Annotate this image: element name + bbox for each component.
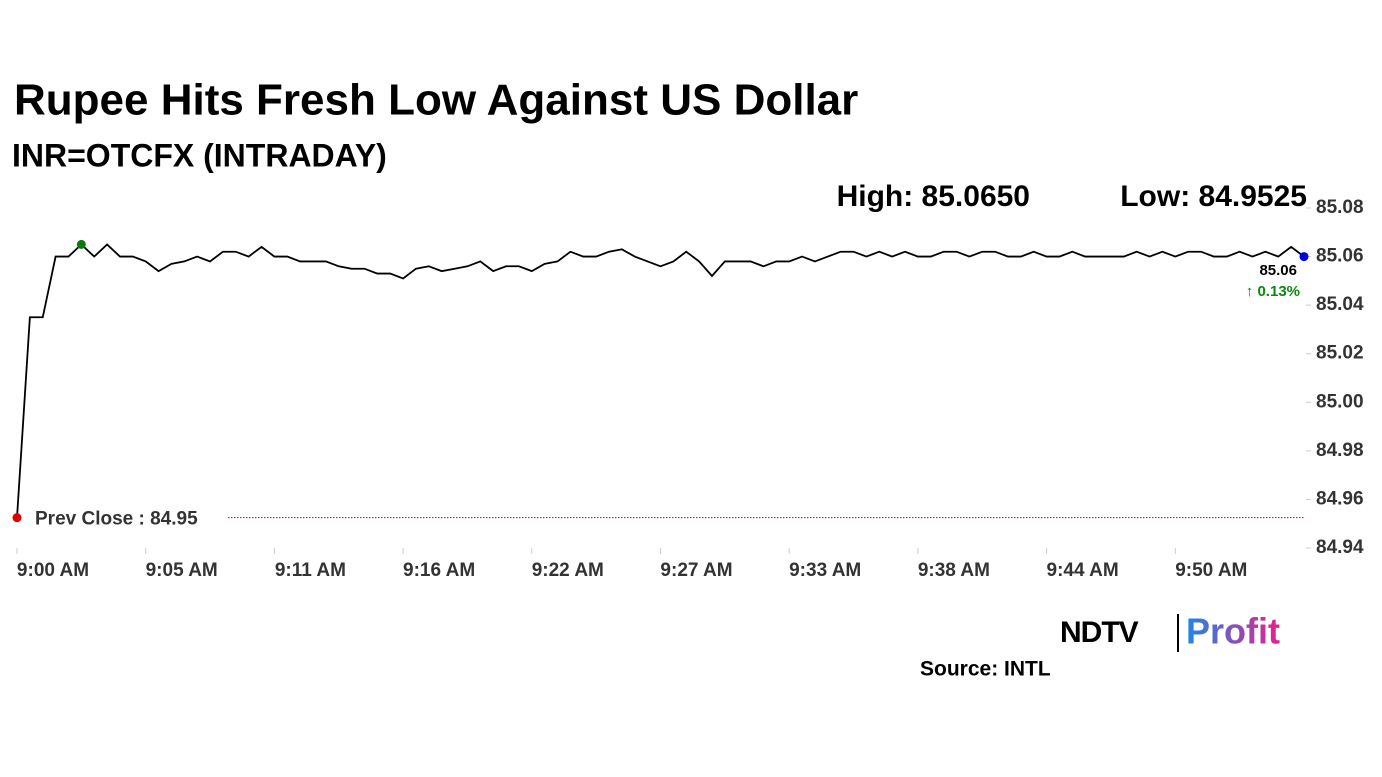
- source: Source: INTL: [920, 658, 1051, 681]
- high-dot: [76, 239, 86, 249]
- y-tick-label: 84.98: [1316, 440, 1364, 461]
- last-value-label: 85.06: [1259, 262, 1297, 279]
- x-tick-label: 9:50 AM: [1175, 560, 1247, 581]
- x-tick-label: 9:05 AM: [146, 560, 218, 581]
- x-tick-label: 9:44 AM: [1047, 560, 1119, 581]
- chart-title: Rupee Hits Fresh Low Against US Dollar: [14, 76, 858, 125]
- start-dot: [12, 513, 22, 523]
- high-label: High: 85.0650: [837, 180, 1030, 213]
- low-label: Low: 84.9525: [1120, 180, 1307, 213]
- chart-subtitle: INR=OTCFX (INTRADAY): [12, 137, 387, 173]
- end-dot: [1299, 252, 1309, 262]
- logo-profit: Profit: [1186, 611, 1280, 652]
- logo-ndtv: NDTV: [1060, 616, 1139, 649]
- y-tick-label: 84.96: [1316, 488, 1364, 509]
- x-tick-label: 9:00 AM: [17, 560, 89, 581]
- x-tick-label: 9:27 AM: [660, 560, 732, 581]
- price-line: [16, 243, 1305, 518]
- y-tick-label: 85.06: [1316, 246, 1364, 267]
- x-tick-label: 9:11 AM: [275, 560, 346, 581]
- x-tick-label: 9:22 AM: [532, 560, 604, 581]
- y-tick-label: 84.94: [1316, 537, 1364, 558]
- y-tick-label: 85.04: [1316, 294, 1364, 315]
- x-tick-label: 9:16 AM: [403, 560, 475, 581]
- x-tick-label: 9:38 AM: [918, 560, 990, 581]
- y-tick-label: 85.00: [1316, 391, 1364, 412]
- y-tick-label: 85.08: [1316, 197, 1364, 218]
- change-label: ↑ 0.13%: [1246, 283, 1300, 300]
- prev-close-label: Prev Close : 84.95: [35, 509, 198, 530]
- y-tick-label: 85.02: [1316, 343, 1364, 364]
- x-tick-label: 9:33 AM: [789, 560, 861, 581]
